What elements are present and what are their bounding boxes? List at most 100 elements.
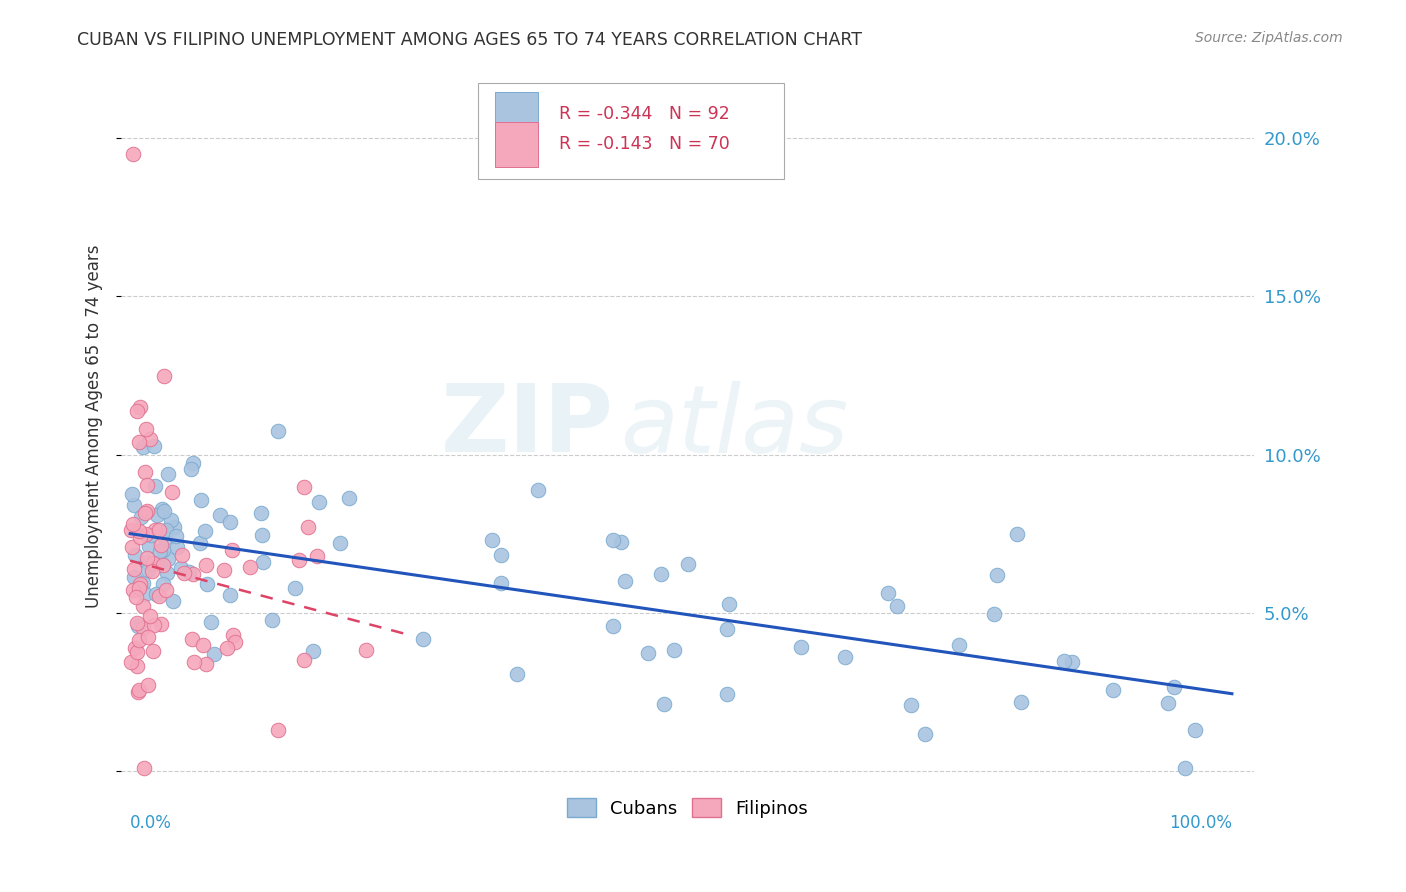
Point — [252, 528, 274, 542]
Point — [152, 577, 174, 591]
Point — [136, 678, 159, 692]
Point — [156, 566, 179, 581]
Point — [217, 640, 239, 655]
Point — [267, 723, 290, 737]
Point — [188, 536, 211, 550]
Point — [834, 649, 856, 664]
Point — [302, 644, 325, 658]
Point — [252, 555, 274, 569]
Point — [526, 483, 548, 497]
Point — [506, 667, 529, 681]
Point — [356, 642, 378, 657]
Point — [127, 685, 149, 699]
Point — [143, 479, 166, 493]
Point — [129, 509, 152, 524]
Point — [155, 582, 177, 597]
Point — [120, 524, 142, 538]
Point — [173, 566, 195, 581]
Point — [249, 506, 271, 520]
Point — [124, 570, 146, 584]
Point — [1163, 680, 1185, 694]
Point — [481, 533, 503, 547]
Text: ZIP: ZIP — [441, 380, 614, 472]
Point — [128, 683, 150, 698]
Point — [121, 487, 143, 501]
Point — [152, 558, 174, 572]
Point — [136, 555, 159, 569]
Point — [200, 615, 222, 630]
Point — [163, 520, 186, 534]
Point — [308, 494, 330, 508]
Point — [121, 540, 143, 554]
Point — [128, 530, 150, 544]
Point — [128, 632, 150, 647]
Point — [125, 659, 148, 673]
Point — [149, 617, 172, 632]
Legend: Cubans, Filipinos: Cubans, Filipinos — [560, 790, 815, 825]
Point — [153, 368, 176, 383]
Point — [412, 632, 434, 647]
Point — [179, 565, 201, 579]
Point — [602, 618, 624, 632]
Point — [138, 630, 160, 644]
Point — [1005, 527, 1028, 541]
Text: 100.0%: 100.0% — [1168, 814, 1232, 832]
Point — [150, 502, 173, 516]
Point — [145, 556, 167, 570]
Point — [153, 504, 176, 518]
Point — [120, 656, 142, 670]
Point — [900, 698, 922, 712]
Point — [134, 587, 156, 601]
Point — [121, 583, 143, 598]
Point — [614, 574, 637, 589]
Point — [162, 593, 184, 607]
Point — [122, 498, 145, 512]
Point — [152, 543, 174, 558]
Point — [142, 643, 165, 657]
Point — [136, 504, 159, 518]
Point — [125, 615, 148, 630]
Point — [150, 538, 173, 552]
Point — [337, 491, 360, 506]
Point — [266, 424, 288, 438]
Point — [180, 632, 202, 646]
Point — [637, 646, 659, 660]
Point — [716, 687, 738, 701]
Point — [297, 519, 319, 533]
Point — [124, 640, 146, 655]
Point — [134, 506, 156, 520]
Point — [190, 493, 212, 508]
Text: R = -0.344   N = 92: R = -0.344 N = 92 — [558, 105, 730, 123]
Point — [142, 556, 165, 570]
Point — [128, 434, 150, 449]
Point — [716, 622, 738, 636]
Point — [135, 550, 157, 565]
Point — [717, 597, 740, 611]
Point — [166, 540, 188, 554]
Point — [138, 539, 160, 553]
Text: R = -0.143   N = 70: R = -0.143 N = 70 — [558, 136, 730, 153]
Point — [181, 456, 204, 470]
Point — [219, 515, 242, 529]
Point — [160, 484, 183, 499]
Point — [790, 640, 813, 654]
Point — [127, 619, 149, 633]
Point — [195, 577, 218, 591]
Point — [191, 638, 214, 652]
Point — [181, 566, 204, 581]
Point — [132, 761, 155, 775]
Point — [652, 697, 675, 711]
Point — [305, 549, 328, 564]
Point — [143, 618, 166, 632]
Point — [195, 657, 218, 671]
Point — [139, 528, 162, 542]
Point — [1184, 723, 1206, 738]
Point — [602, 533, 624, 548]
Point — [170, 548, 193, 562]
Point — [1174, 761, 1197, 775]
Point — [948, 638, 970, 652]
Point — [135, 526, 157, 541]
FancyBboxPatch shape — [478, 83, 785, 179]
Point — [153, 531, 176, 545]
Point — [128, 524, 150, 538]
